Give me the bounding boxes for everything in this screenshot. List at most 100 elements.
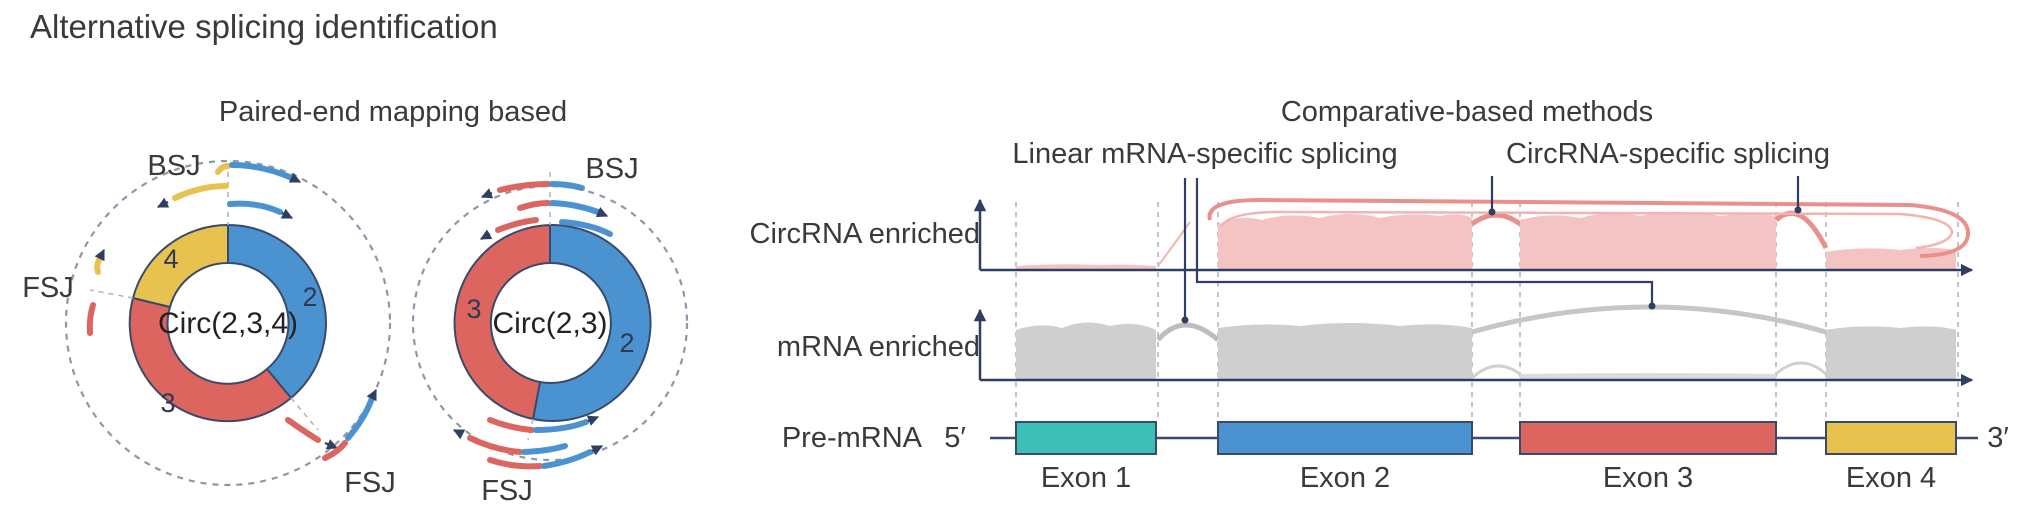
circ1-read-fsj-left-arrow [94, 249, 105, 262]
circ2-read-bsj-1-arrow [480, 188, 494, 199]
circ1-read-bsj-1-arrow [288, 172, 301, 183]
circ2-segment-label-2: 2 [619, 328, 634, 358]
callout-circ-splicing-label: CircRNA-specific splicing [1506, 138, 1830, 170]
circ1-fsj-guide-left [89, 289, 134, 299]
circ2-read-fsj-2a [467, 435, 523, 455]
circrna-enriched-track [973, 197, 1974, 277]
circ1-segment-label-4: 4 [163, 244, 178, 274]
circ2-segment-exon3 [453, 223, 551, 421]
circ1-outer-dashed-ring [64, 159, 392, 487]
exon3-box [1519, 421, 1777, 455]
circ1-segment-label-2: 2 [302, 282, 317, 312]
circ1-read-fsj-bottom-1 [285, 417, 321, 443]
exon1-label: Exon 1 [1041, 462, 1131, 494]
circ2-read-fsj-1-arrow [586, 415, 600, 426]
circ2-read-bsj-3a [495, 217, 539, 233]
circ2-read-bsj-2-arrow [595, 206, 609, 218]
circ1-read-fsj-left-a [94, 257, 102, 275]
circ2-read-fsj-3b [541, 449, 593, 469]
circ2-read-fsj-2b [521, 443, 568, 455]
circ2-read-bsj-1b [549, 181, 585, 191]
circ2-read-bsj-3-arrow [480, 229, 493, 240]
pre-mrna-track: 5′ 3′ Exon 1 Exon 2 Exon 3 Exon 4 [944, 421, 2009, 494]
circ1-read-bsj-1b [229, 162, 295, 181]
circ-coverage-exon2 [1218, 214, 1472, 270]
circ1-read-bsj-2-arrow [157, 197, 170, 208]
circ2-read-bsj-1a [497, 181, 551, 193]
track-label-pre-mrna: Pre-mRNA [782, 422, 923, 454]
circ-backsplice-arc-inner [1220, 210, 1954, 250]
circ2-read-bsj-3b [559, 219, 613, 237]
exon2-label: Exon 2 [1300, 462, 1390, 494]
exon1-box [1015, 421, 1157, 455]
circ1-segment-exon4 [131, 223, 229, 309]
circ1-segment-exon3 [128, 296, 293, 423]
mrna-coverage-exon2 [1218, 323, 1472, 380]
circ2-fsj-label: FSJ [481, 475, 533, 507]
circ-coverage-ramp [1157, 221, 1191, 267]
mrna-junction-exon1-exon2 [1156, 322, 1220, 342]
exon3-label: Exon 3 [1603, 462, 1693, 494]
circ-coverage-exon1 [1016, 264, 1156, 270]
circ-2-3-4-diagram: Circ(2,3,4) 2 3 4 BSJ FSJ FSJ [22, 150, 396, 499]
circ1-read-fsj-bottom-2b [345, 395, 375, 441]
five-prime-label: 5′ [944, 422, 966, 454]
callout-dot-skip-arc [1648, 302, 1656, 310]
callout-lines [1181, 176, 1802, 324]
circ-coverage-exon3 [1520, 212, 1776, 270]
exon4-box [1825, 421, 1957, 455]
circ1-read-bsj-3-arrow [280, 208, 293, 219]
circ2-read-fsj-1b [533, 419, 589, 433]
circ1-read-fsj-bottom-2-arrow [366, 389, 377, 402]
callout-linear-splicing-label: Linear mRNA-specific splicing [1012, 138, 1397, 170]
circ1-read-bsj-2a [172, 183, 229, 201]
circ-backsplice-arc-outer [1207, 197, 1971, 258]
circ1-segment-label-3: 3 [160, 388, 175, 418]
callout-dot-circ-junction-2 [1794, 206, 1802, 214]
circ1-fsj-bottom-label: FSJ [344, 467, 396, 499]
circ1-read-fsj-bottom-2a [322, 440, 348, 461]
mrna-coverage-exon1 [1016, 322, 1156, 380]
circ1-read-bsj-1a [215, 163, 231, 175]
circ1-label: Circ(2,3,4) [158, 307, 298, 340]
circ-junction-exon2-exon3 [1470, 212, 1522, 227]
circ2-read-fsj-2-arrow [453, 429, 466, 440]
circ1-fsj-left-label: FSJ [22, 272, 74, 304]
circ-junction-exon3-exon4 [1774, 210, 1829, 250]
circ2-read-fsj-1a [487, 417, 535, 433]
circ1-read-bsj-3 [227, 200, 283, 215]
circ1-read-fsj-bottom-1-arrow [324, 439, 339, 450]
circ2-label: Circ(2,3) [492, 307, 607, 340]
callout-dot-circ-junction-1 [1488, 208, 1496, 216]
circ2-read-fsj-3a [487, 457, 543, 470]
mrna-skip-arc-exon2-exon4 [1471, 304, 1827, 335]
circ2-segment-label-3: 3 [466, 294, 481, 324]
circ2-read-bsj-2a [517, 200, 551, 211]
circ-coverage-exon4 [1826, 248, 1956, 270]
callout-linear-to-skip-arc [1195, 178, 1654, 306]
mrna-enriched-track [973, 304, 1974, 387]
callout-dot-mrna-junction [1181, 316, 1189, 324]
mrna-coverage-exon3 [1520, 373, 1776, 380]
comparative-heading: Comparative-based methods [1281, 96, 1653, 128]
circ2-outer-dashed-ring [411, 184, 689, 462]
exon4-label: Exon 4 [1846, 462, 1936, 494]
mrna-coverage-exon4 [1826, 326, 1956, 380]
paired-end-heading: Paired-end mapping based [219, 96, 567, 128]
mrna-junction-exon2-exon3 [1470, 364, 1521, 380]
track-label-mrna-enriched: mRNA enriched [777, 331, 980, 363]
circ1-read-fsj-left-b [86, 302, 96, 336]
circ2-read-fsj-3-arrow [590, 445, 603, 456]
circ-2-3-diagram: Circ(2,3) 2 3 BSJ FSJ [411, 153, 689, 507]
exon-boundary-guides [1015, 202, 1959, 420]
circ1-segment-exon2 [227, 223, 327, 400]
circ2-segment-exon2 [531, 223, 652, 422]
circ2-bsj-label: BSJ [585, 153, 638, 185]
track-label-circrna-enriched: CircRNA enriched [750, 218, 980, 250]
mrna-junction-exon3-exon4 [1775, 361, 1827, 376]
circ1-bsj-label: BSJ [147, 150, 200, 182]
circ1-fsj-guide-bottom [290, 397, 319, 431]
exon2-box [1217, 421, 1473, 455]
circ2-read-bsj-2b [549, 200, 601, 215]
